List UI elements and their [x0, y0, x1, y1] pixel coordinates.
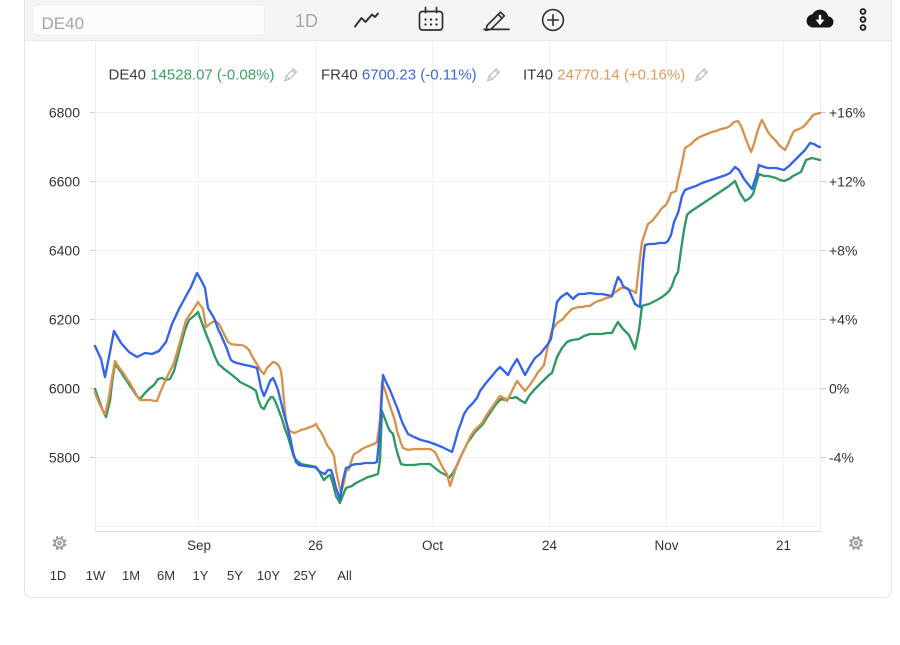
svg-text:6600: 6600 [49, 174, 80, 190]
svg-text:6200: 6200 [49, 312, 80, 328]
svg-text:+16%: +16% [829, 105, 865, 121]
svg-text:5800: 5800 [49, 450, 80, 466]
svg-text:-4%: -4% [829, 450, 854, 466]
svg-text:+4%: +4% [829, 312, 857, 328]
svg-text:Nov: Nov [654, 538, 678, 553]
svg-text:0%: 0% [829, 381, 849, 397]
svg-text:Oct: Oct [422, 538, 443, 553]
svg-text:6400: 6400 [49, 243, 80, 259]
svg-text:6000: 6000 [49, 381, 80, 397]
svg-text:26: 26 [308, 538, 323, 553]
svg-text:21: 21 [776, 538, 791, 553]
svg-text:Sep: Sep [187, 538, 211, 553]
svg-text:24: 24 [542, 538, 558, 553]
svg-text:+8%: +8% [829, 243, 857, 259]
svg-text:+12%: +12% [829, 174, 865, 190]
svg-text:6800: 6800 [49, 105, 80, 121]
